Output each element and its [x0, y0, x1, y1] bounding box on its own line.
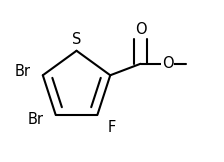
Text: F: F: [108, 120, 116, 135]
Text: O: O: [135, 22, 146, 37]
Text: S: S: [72, 32, 81, 47]
Text: Br: Br: [27, 112, 43, 127]
Text: O: O: [162, 56, 173, 71]
Text: Br: Br: [14, 64, 30, 79]
